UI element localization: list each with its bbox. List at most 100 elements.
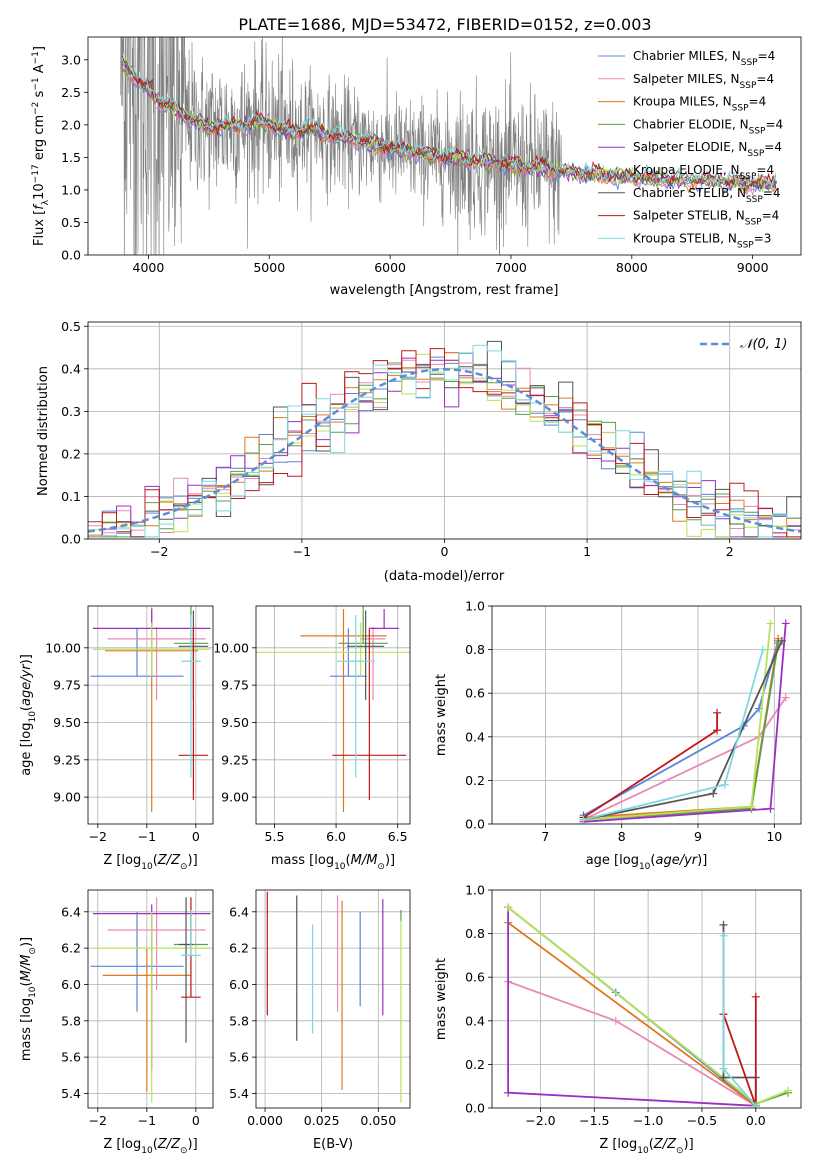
- x-tick-label: 1: [583, 544, 591, 559]
- y-tick-label: 9.00: [53, 790, 81, 805]
- weight-line-1: [507, 980, 757, 1107]
- weight-marker-1: [611, 1016, 620, 1025]
- y-tick-label: 1.0: [465, 883, 485, 898]
- y-tick-label: 0.0: [61, 248, 81, 263]
- normal-curve: [88, 368, 801, 533]
- x-tick-label: 0: [192, 1113, 200, 1128]
- x-tick-label: −2: [89, 829, 107, 844]
- y-tick-label: 5.4: [61, 1086, 81, 1101]
- x-tick-label: 10: [766, 829, 782, 844]
- x-tick-label: 0.000: [247, 1113, 283, 1128]
- legend-entry-2: Kroupa MILES, NSSP=4: [633, 95, 766, 114]
- x-tick-label: 9000: [737, 260, 769, 275]
- x-tick-label: 0.0: [746, 1113, 766, 1128]
- x-tick-label: 6.5: [388, 829, 408, 844]
- weight-marker-8: [719, 931, 728, 940]
- panel-mass-vs-Z: −2 −1 0 5.4 5.6 5.8 6.0 6.2 6.4 Z [log10(Z/Z⊙)] ma…: [19, 889, 214, 1156]
- plot-area: [88, 606, 213, 824]
- y-tick-label: 5.6: [229, 1050, 249, 1065]
- x-tick-label: −2: [150, 544, 168, 559]
- y-tick-label: 9.25: [221, 752, 249, 767]
- weight-marker-6: [777, 636, 786, 645]
- legend-entry-8: Kroupa STELIB, NSSP=3: [633, 231, 771, 250]
- model-spectrum-8: [121, 56, 777, 187]
- x-axis-label: Z [log10(Z/Z⊙)]: [103, 1137, 197, 1156]
- x-tick-label: 6.0: [326, 829, 346, 844]
- histogram-7: [88, 348, 801, 538]
- weight-marker-6: [719, 920, 728, 929]
- axes-frame: [255, 889, 411, 1109]
- panel-residuals: 𝒩(0, 1) −2 −1 0 1 2 0.0 0.1 0.2 0.3 0.4 0.5 (data-mo…: [36, 319, 802, 584]
- x-tick-label: −1: [138, 1113, 156, 1128]
- y-tick-label: 0.4: [61, 361, 81, 376]
- y-tick-label: 2.0: [61, 117, 81, 132]
- x-tick-label: 0: [441, 544, 449, 559]
- weight-line-3: [583, 642, 779, 821]
- x-tick-label: 9: [694, 829, 702, 844]
- weight-marker-8: [751, 1101, 760, 1108]
- x-tick-label: 7000: [495, 260, 527, 275]
- y-tick-label: 0.8: [465, 642, 485, 657]
- panel-massweight-vs-Z: −2.0 −1.5 −1.0 −0.5 0.0 0.0 0.2 0.4 0.6 0.8 1.0 Z […: [434, 883, 802, 1156]
- x-tick-label: −2.0: [525, 1113, 555, 1128]
- x-tick-label: 5.5: [265, 829, 285, 844]
- weight-marker-6: [709, 789, 718, 798]
- x-tick-label: 7: [541, 829, 549, 844]
- weight-line-6: [722, 924, 757, 1106]
- weight-marker-5: [766, 619, 775, 628]
- y-tick-label: 0.2: [61, 446, 81, 461]
- y-tick-label: 6.2: [229, 941, 249, 956]
- y-tick-label: 0.5: [61, 215, 81, 230]
- y-tick-label: 6.4: [229, 904, 249, 919]
- legend-entry-3: Chabrier ELODIE, NSSP=4: [633, 117, 783, 136]
- plot-area: [256, 890, 410, 1108]
- y-tick-label: 3.0: [61, 52, 81, 67]
- weight-marker-8: [719, 1064, 728, 1073]
- weight-line-8: [583, 649, 764, 821]
- y-tick-label: 2.5: [61, 85, 81, 100]
- axes-frame: [491, 889, 802, 1109]
- weight-marker-5: [504, 903, 513, 912]
- y-axis-label: mass weight: [434, 674, 449, 756]
- panel-spectrum: Chabrier MILES, NSSP=4 Salpeter MILES, NS…: [31, 36, 802, 298]
- axes-frame: [255, 605, 411, 825]
- x-tick-label: 4000: [133, 260, 165, 275]
- weight-marker-6: [719, 1073, 728, 1082]
- y-tick-label: 0.0: [61, 532, 81, 547]
- chart-layer: Chabrier MILES, NSSP=4 Salpeter MILES, NS…: [19, 36, 802, 1156]
- weight-marker-4: [781, 619, 790, 628]
- weight-marker-4: [504, 1088, 513, 1097]
- y-tick-label: 0.6: [465, 970, 485, 985]
- y-tick-label: 9.25: [53, 752, 81, 767]
- x-axis-label: E(B-V): [313, 1137, 353, 1152]
- y-tick-label: 6.0: [61, 977, 81, 992]
- histogram-8: [88, 344, 801, 538]
- y-tick-label: 9.75: [221, 678, 249, 693]
- legend-entry-4: Salpeter ELODIE, NSSP=4: [633, 140, 782, 159]
- y-tick-label: 5.6: [61, 1050, 81, 1065]
- x-axis-label: age [log10(age/yr)]: [586, 853, 708, 872]
- weight-marker-7: [713, 726, 722, 735]
- y-tick-label: 1.5: [61, 150, 81, 165]
- x-axis-label: Z [log10(Z/Z⊙)]: [103, 853, 197, 872]
- weight-marker-5: [784, 1086, 793, 1095]
- y-tick-label: 5.8: [61, 1013, 81, 1028]
- figure-title: PLATE=1686, MJD=53472, FIBERID=0152, z=0…: [238, 15, 651, 34]
- x-tick-label: −1.5: [579, 1113, 609, 1128]
- panel-massweight-vs-age: 7 8 9 10 0.0 0.2 0.4 0.6 0.8 1.0 age [log10(age/yr…: [434, 599, 802, 872]
- y-tick-label: 5.4: [229, 1086, 249, 1101]
- x-axis-label: Z [log10(Z/Z⊙)]: [599, 1137, 693, 1156]
- x-tick-label: 8: [618, 829, 626, 844]
- panel-age-vs-mass: 5.5 6.0 6.5 9.00 9.25 9.50 9.75 10.00 mass [log1…: [213, 605, 411, 872]
- y-tick-label: 0.2: [465, 773, 485, 788]
- panel-age-vs-Z: −2 −1 0 9.00 9.25 9.50 9.75 10.00 Z [log10(Z/Z⊙)…: [19, 605, 214, 872]
- y-tick-label: 1.0: [61, 182, 81, 197]
- y-axis-label: age [log10(age/yr)]: [19, 654, 38, 776]
- y-tick-label: 0.3: [61, 404, 81, 419]
- weight-line-0: [583, 640, 779, 817]
- y-tick-label: 9.50: [221, 715, 249, 730]
- x-tick-label: −1.0: [633, 1113, 663, 1128]
- y-tick-label: 0.5: [61, 319, 81, 334]
- axes-frame: [491, 605, 802, 825]
